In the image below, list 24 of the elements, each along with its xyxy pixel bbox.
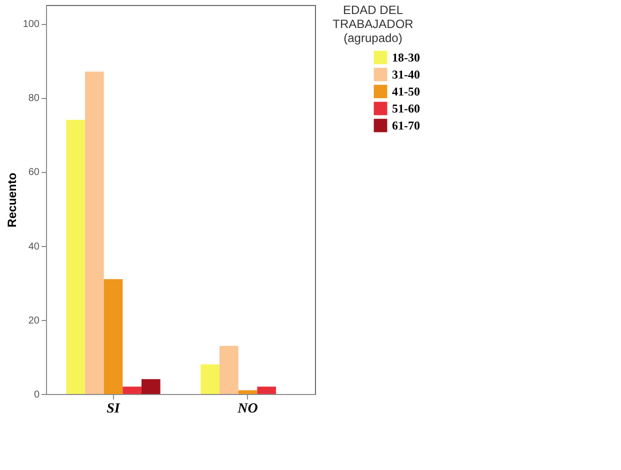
bar (220, 346, 238, 394)
y-axis-title: Recuento (4, 172, 19, 228)
y-tick-label: 80 (28, 93, 40, 104)
legend-title: EDAD DEL TRABAJADOR (agrupado) (332, 3, 414, 45)
y-tick-label: 0 (34, 390, 40, 400)
bar (85, 72, 104, 394)
bar (122, 386, 142, 394)
bar (66, 120, 86, 394)
bar (104, 279, 123, 394)
bar (141, 379, 160, 394)
y-tick-label: 100 (22, 19, 40, 30)
bar (200, 364, 220, 394)
bar (257, 386, 276, 394)
legend-label: 31-40 (392, 68, 420, 82)
y-tick-label: 20 (28, 315, 40, 326)
legend-label: 51-60 (392, 102, 420, 116)
legend-label: 41-50 (392, 84, 420, 98)
bar (238, 390, 258, 394)
y-tick-label: 40 (28, 241, 40, 252)
x-tick-label: SI (106, 402, 120, 416)
legend-label: 61-70 (392, 118, 420, 132)
y-tick-label: 60 (28, 167, 40, 178)
x-tick-label: NO (236, 402, 258, 416)
legend-label: 18-30 (392, 50, 420, 64)
